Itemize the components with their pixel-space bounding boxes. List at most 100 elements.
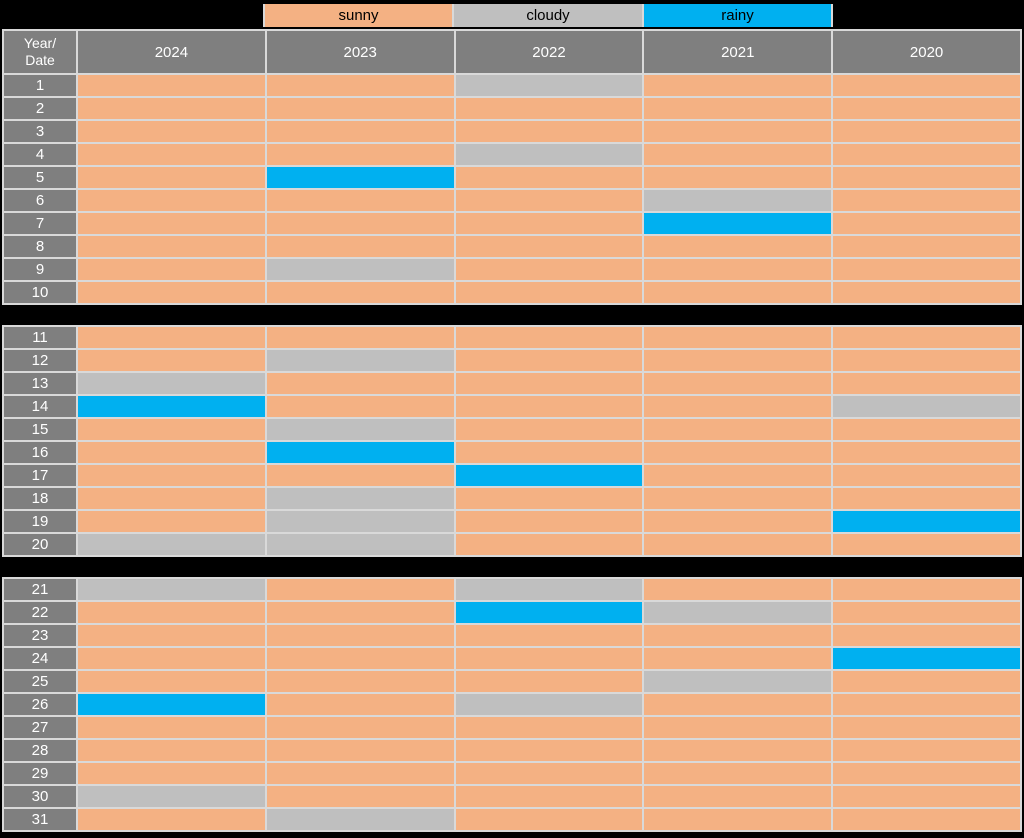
cell-2020-2-sunny[interactable]	[833, 98, 1020, 119]
cell-2021-10-sunny[interactable]	[644, 282, 832, 303]
cell-2024-21-cloudy[interactable]	[78, 579, 265, 600]
cell-2023-23-sunny[interactable]	[266, 625, 454, 646]
cell-2024-23-sunny[interactable]	[78, 625, 265, 646]
cell-2023-26-sunny[interactable]	[266, 694, 454, 715]
cell-2022-26-cloudy[interactable]	[455, 694, 643, 715]
cell-2021-20-sunny[interactable]	[644, 534, 832, 555]
cell-2024-1-sunny[interactable]	[78, 75, 265, 96]
date-label-5[interactable]: 5	[4, 167, 76, 188]
cell-2023-22-sunny[interactable]	[266, 602, 454, 623]
cell-2022-16-sunny[interactable]	[455, 442, 643, 463]
cell-2020-20-sunny[interactable]	[833, 534, 1020, 555]
cell-2024-30-cloudy[interactable]	[78, 786, 265, 807]
cell-2024-17-sunny[interactable]	[78, 465, 265, 486]
cell-2024-3-sunny[interactable]	[78, 121, 265, 142]
cell-2022-23-sunny[interactable]	[455, 625, 643, 646]
cell-2023-30-sunny[interactable]	[266, 786, 454, 807]
cell-2024-5-sunny[interactable]	[78, 167, 265, 188]
cell-2022-10-sunny[interactable]	[455, 282, 643, 303]
cell-2024-19-sunny[interactable]	[78, 511, 265, 532]
cell-2020-28-sunny[interactable]	[833, 740, 1020, 761]
cell-2020-24-rainy[interactable]	[833, 648, 1020, 669]
cell-2022-29-sunny[interactable]	[455, 763, 643, 784]
cell-2022-13-sunny[interactable]	[455, 373, 643, 394]
cell-2022-19-sunny[interactable]	[455, 511, 643, 532]
date-label-25[interactable]: 25	[4, 671, 76, 692]
cell-2022-7-sunny[interactable]	[455, 213, 643, 234]
cell-2021-25-cloudy[interactable]	[644, 671, 832, 692]
cell-2020-16-sunny[interactable]	[833, 442, 1020, 463]
cell-2023-21-sunny[interactable]	[266, 579, 454, 600]
cell-2024-16-sunny[interactable]	[78, 442, 265, 463]
cell-2021-23-sunny[interactable]	[644, 625, 832, 646]
cell-2021-14-sunny[interactable]	[644, 396, 832, 417]
cell-2024-13-cloudy[interactable]	[78, 373, 265, 394]
year-header-2022[interactable]: 2022	[455, 31, 643, 73]
cell-2020-5-sunny[interactable]	[833, 167, 1020, 188]
cell-2021-26-sunny[interactable]	[644, 694, 832, 715]
cell-2024-9-sunny[interactable]	[78, 259, 265, 280]
cell-2023-24-sunny[interactable]	[266, 648, 454, 669]
cell-2021-28-sunny[interactable]	[644, 740, 832, 761]
legend-item-rainy[interactable]: rainy	[644, 4, 831, 27]
cell-2023-31-cloudy[interactable]	[266, 809, 454, 830]
cell-2021-19-sunny[interactable]	[644, 511, 832, 532]
date-label-24[interactable]: 24	[4, 648, 76, 669]
date-label-11[interactable]: 11	[4, 327, 76, 348]
cell-2023-3-sunny[interactable]	[266, 121, 454, 142]
date-label-3[interactable]: 3	[4, 121, 76, 142]
cell-2024-31-sunny[interactable]	[78, 809, 265, 830]
cell-2020-22-sunny[interactable]	[833, 602, 1020, 623]
cell-2023-25-sunny[interactable]	[266, 671, 454, 692]
date-label-17[interactable]: 17	[4, 465, 76, 486]
cell-2023-15-cloudy[interactable]	[266, 419, 454, 440]
cell-2023-7-sunny[interactable]	[266, 213, 454, 234]
cell-2022-17-rainy[interactable]	[455, 465, 643, 486]
cell-2020-29-sunny[interactable]	[833, 763, 1020, 784]
date-label-13[interactable]: 13	[4, 373, 76, 394]
cell-2024-27-sunny[interactable]	[78, 717, 265, 738]
date-label-22[interactable]: 22	[4, 602, 76, 623]
cell-2022-5-sunny[interactable]	[455, 167, 643, 188]
legend-item-sunny[interactable]: sunny	[265, 4, 452, 27]
date-label-19[interactable]: 19	[4, 511, 76, 532]
cell-2020-21-sunny[interactable]	[833, 579, 1020, 600]
cell-2023-4-sunny[interactable]	[266, 144, 454, 165]
cell-2024-22-sunny[interactable]	[78, 602, 265, 623]
cell-2020-18-sunny[interactable]	[833, 488, 1020, 509]
date-label-6[interactable]: 6	[4, 190, 76, 211]
cell-2022-24-sunny[interactable]	[455, 648, 643, 669]
cell-2020-13-sunny[interactable]	[833, 373, 1020, 394]
cell-2023-20-cloudy[interactable]	[266, 534, 454, 555]
cell-2024-26-rainy[interactable]	[78, 694, 265, 715]
cell-2024-11-sunny[interactable]	[78, 327, 265, 348]
cell-2023-6-sunny[interactable]	[266, 190, 454, 211]
cell-2022-28-sunny[interactable]	[455, 740, 643, 761]
cell-2021-22-cloudy[interactable]	[644, 602, 832, 623]
date-label-7[interactable]: 7	[4, 213, 76, 234]
year-header-2024[interactable]: 2024	[78, 31, 265, 73]
cell-2020-30-sunny[interactable]	[833, 786, 1020, 807]
cell-2023-2-sunny[interactable]	[266, 98, 454, 119]
cell-2021-6-cloudy[interactable]	[644, 190, 832, 211]
cell-2024-14-rainy[interactable]	[78, 396, 265, 417]
cell-2020-1-sunny[interactable]	[833, 75, 1020, 96]
date-label-9[interactable]: 9	[4, 259, 76, 280]
cell-2020-23-sunny[interactable]	[833, 625, 1020, 646]
cell-2023-8-sunny[interactable]	[266, 236, 454, 257]
date-label-30[interactable]: 30	[4, 786, 76, 807]
cell-2024-15-sunny[interactable]	[78, 419, 265, 440]
cell-2023-5-rainy[interactable]	[266, 167, 454, 188]
cell-2024-18-sunny[interactable]	[78, 488, 265, 509]
cell-2021-1-sunny[interactable]	[644, 75, 832, 96]
cell-2023-14-sunny[interactable]	[266, 396, 454, 417]
cell-2020-6-sunny[interactable]	[833, 190, 1020, 211]
cell-2023-18-cloudy[interactable]	[266, 488, 454, 509]
cell-2020-14-cloudy[interactable]	[833, 396, 1020, 417]
cell-2024-8-sunny[interactable]	[78, 236, 265, 257]
cell-2024-12-sunny[interactable]	[78, 350, 265, 371]
cell-2024-7-sunny[interactable]	[78, 213, 265, 234]
date-label-15[interactable]: 15	[4, 419, 76, 440]
cell-2024-28-sunny[interactable]	[78, 740, 265, 761]
cell-2021-31-sunny[interactable]	[644, 809, 832, 830]
